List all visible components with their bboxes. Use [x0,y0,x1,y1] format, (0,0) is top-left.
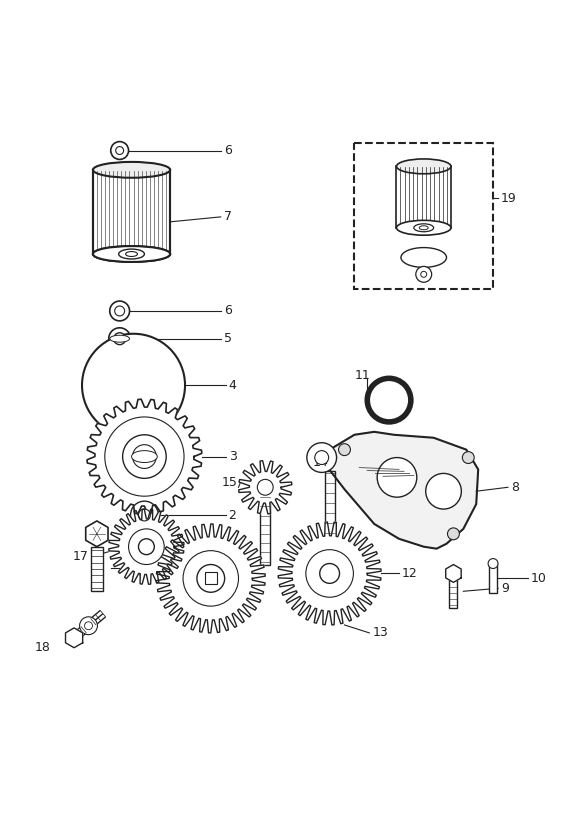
Ellipse shape [414,224,434,232]
Text: 7: 7 [224,210,231,223]
Polygon shape [396,166,451,227]
Circle shape [111,142,129,159]
Bar [489,564,497,593]
Ellipse shape [132,451,157,462]
Circle shape [306,550,353,597]
Text: 2: 2 [229,508,237,522]
Circle shape [110,301,129,321]
Ellipse shape [93,246,170,262]
Circle shape [183,550,238,606]
Text: 6: 6 [224,305,231,317]
Text: 15: 15 [222,475,237,489]
Circle shape [80,617,97,634]
Polygon shape [87,399,202,514]
Circle shape [319,564,339,583]
Text: 12: 12 [402,567,417,580]
Text: 5: 5 [224,332,231,345]
Circle shape [129,529,164,564]
Bar [260,495,270,564]
Text: 9: 9 [501,582,509,595]
Ellipse shape [93,246,170,262]
Circle shape [339,443,350,456]
Polygon shape [86,521,108,546]
Circle shape [122,435,166,479]
Text: 18: 18 [34,641,50,654]
Circle shape [132,445,156,469]
Circle shape [377,457,417,497]
Ellipse shape [419,226,428,230]
Bar [205,573,217,584]
Circle shape [139,539,154,555]
Polygon shape [238,461,292,514]
Text: 4: 4 [229,379,237,391]
Circle shape [367,378,411,422]
Polygon shape [278,522,381,625]
Text: 11: 11 [354,369,370,382]
Text: 14: 14 [313,456,329,469]
Circle shape [114,333,125,344]
Polygon shape [328,432,478,549]
Circle shape [115,147,124,154]
Circle shape [197,564,224,592]
Text: 19: 19 [501,192,517,205]
Polygon shape [109,509,184,584]
Text: 16: 16 [131,567,146,580]
Text: 1: 1 [229,562,237,575]
Ellipse shape [110,335,129,342]
Circle shape [257,480,273,495]
Text: 10: 10 [531,572,547,585]
Circle shape [139,509,150,521]
Ellipse shape [125,251,138,256]
Text: 3: 3 [229,450,237,463]
Circle shape [82,334,185,437]
Circle shape [131,501,158,529]
Circle shape [421,271,427,278]
Polygon shape [65,628,83,648]
Circle shape [307,442,336,472]
Ellipse shape [396,220,451,235]
Bar [91,546,103,592]
Ellipse shape [401,247,447,268]
Ellipse shape [396,159,451,174]
Text: 13: 13 [372,626,388,639]
Text: 17: 17 [73,550,89,563]
Circle shape [315,451,329,465]
Text: 6: 6 [224,144,231,157]
Circle shape [416,266,431,283]
Ellipse shape [85,371,182,400]
Bar [325,471,335,536]
Bar [449,574,458,608]
Ellipse shape [93,162,170,178]
Circle shape [462,452,474,464]
Circle shape [105,417,184,496]
Circle shape [115,306,125,316]
Circle shape [488,559,498,569]
Circle shape [426,474,461,509]
Bar [354,143,493,289]
Ellipse shape [119,249,145,259]
Circle shape [448,528,459,540]
Polygon shape [156,524,265,633]
Polygon shape [446,564,461,583]
Circle shape [85,622,93,630]
Circle shape [109,328,131,349]
Text: 8: 8 [511,480,519,494]
Polygon shape [93,170,170,254]
